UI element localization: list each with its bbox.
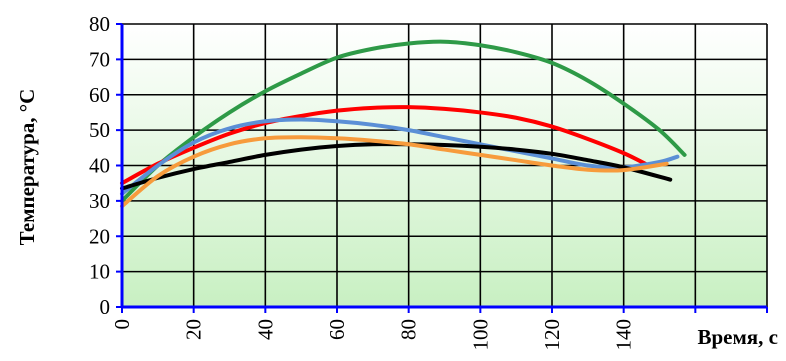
series-line-5: [120, 135, 669, 209]
tick-labels: 0 10 20 30 40 50 60 70 80 0 20 40 60 80 100 120 140: [89, 12, 636, 351]
y-tick-label: 30: [89, 189, 110, 213]
x-tick-label: 100: [468, 319, 492, 351]
x-tick-label: 20: [182, 319, 206, 340]
x-tick-label: 60: [325, 319, 349, 340]
y-tick-label: 10: [89, 260, 110, 284]
y-tick-label: 20: [89, 224, 110, 248]
y-tick-label: 40: [89, 154, 110, 178]
series-line-2: [120, 105, 651, 186]
x-tick-label: 0: [110, 319, 134, 330]
data-series: [120, 39, 687, 209]
y-tick-label: 0: [100, 295, 111, 319]
x-tick-label: 80: [397, 319, 421, 340]
y-tick-label: 70: [89, 47, 110, 71]
axes: [116, 23, 768, 313]
x-tick-label: 120: [540, 319, 564, 351]
x-axis-title: Время, с: [698, 325, 779, 349]
x-tick-label: 140: [612, 319, 636, 351]
series-line-3: [120, 117, 680, 196]
y-tick-label: 60: [89, 83, 110, 107]
y-axis-title: Температура, °С: [15, 89, 39, 246]
series-line-1: [120, 39, 687, 203]
x-tick-label: 40: [253, 319, 277, 340]
y-tick-label: 80: [89, 12, 110, 36]
y-tick-label: 50: [89, 118, 110, 142]
